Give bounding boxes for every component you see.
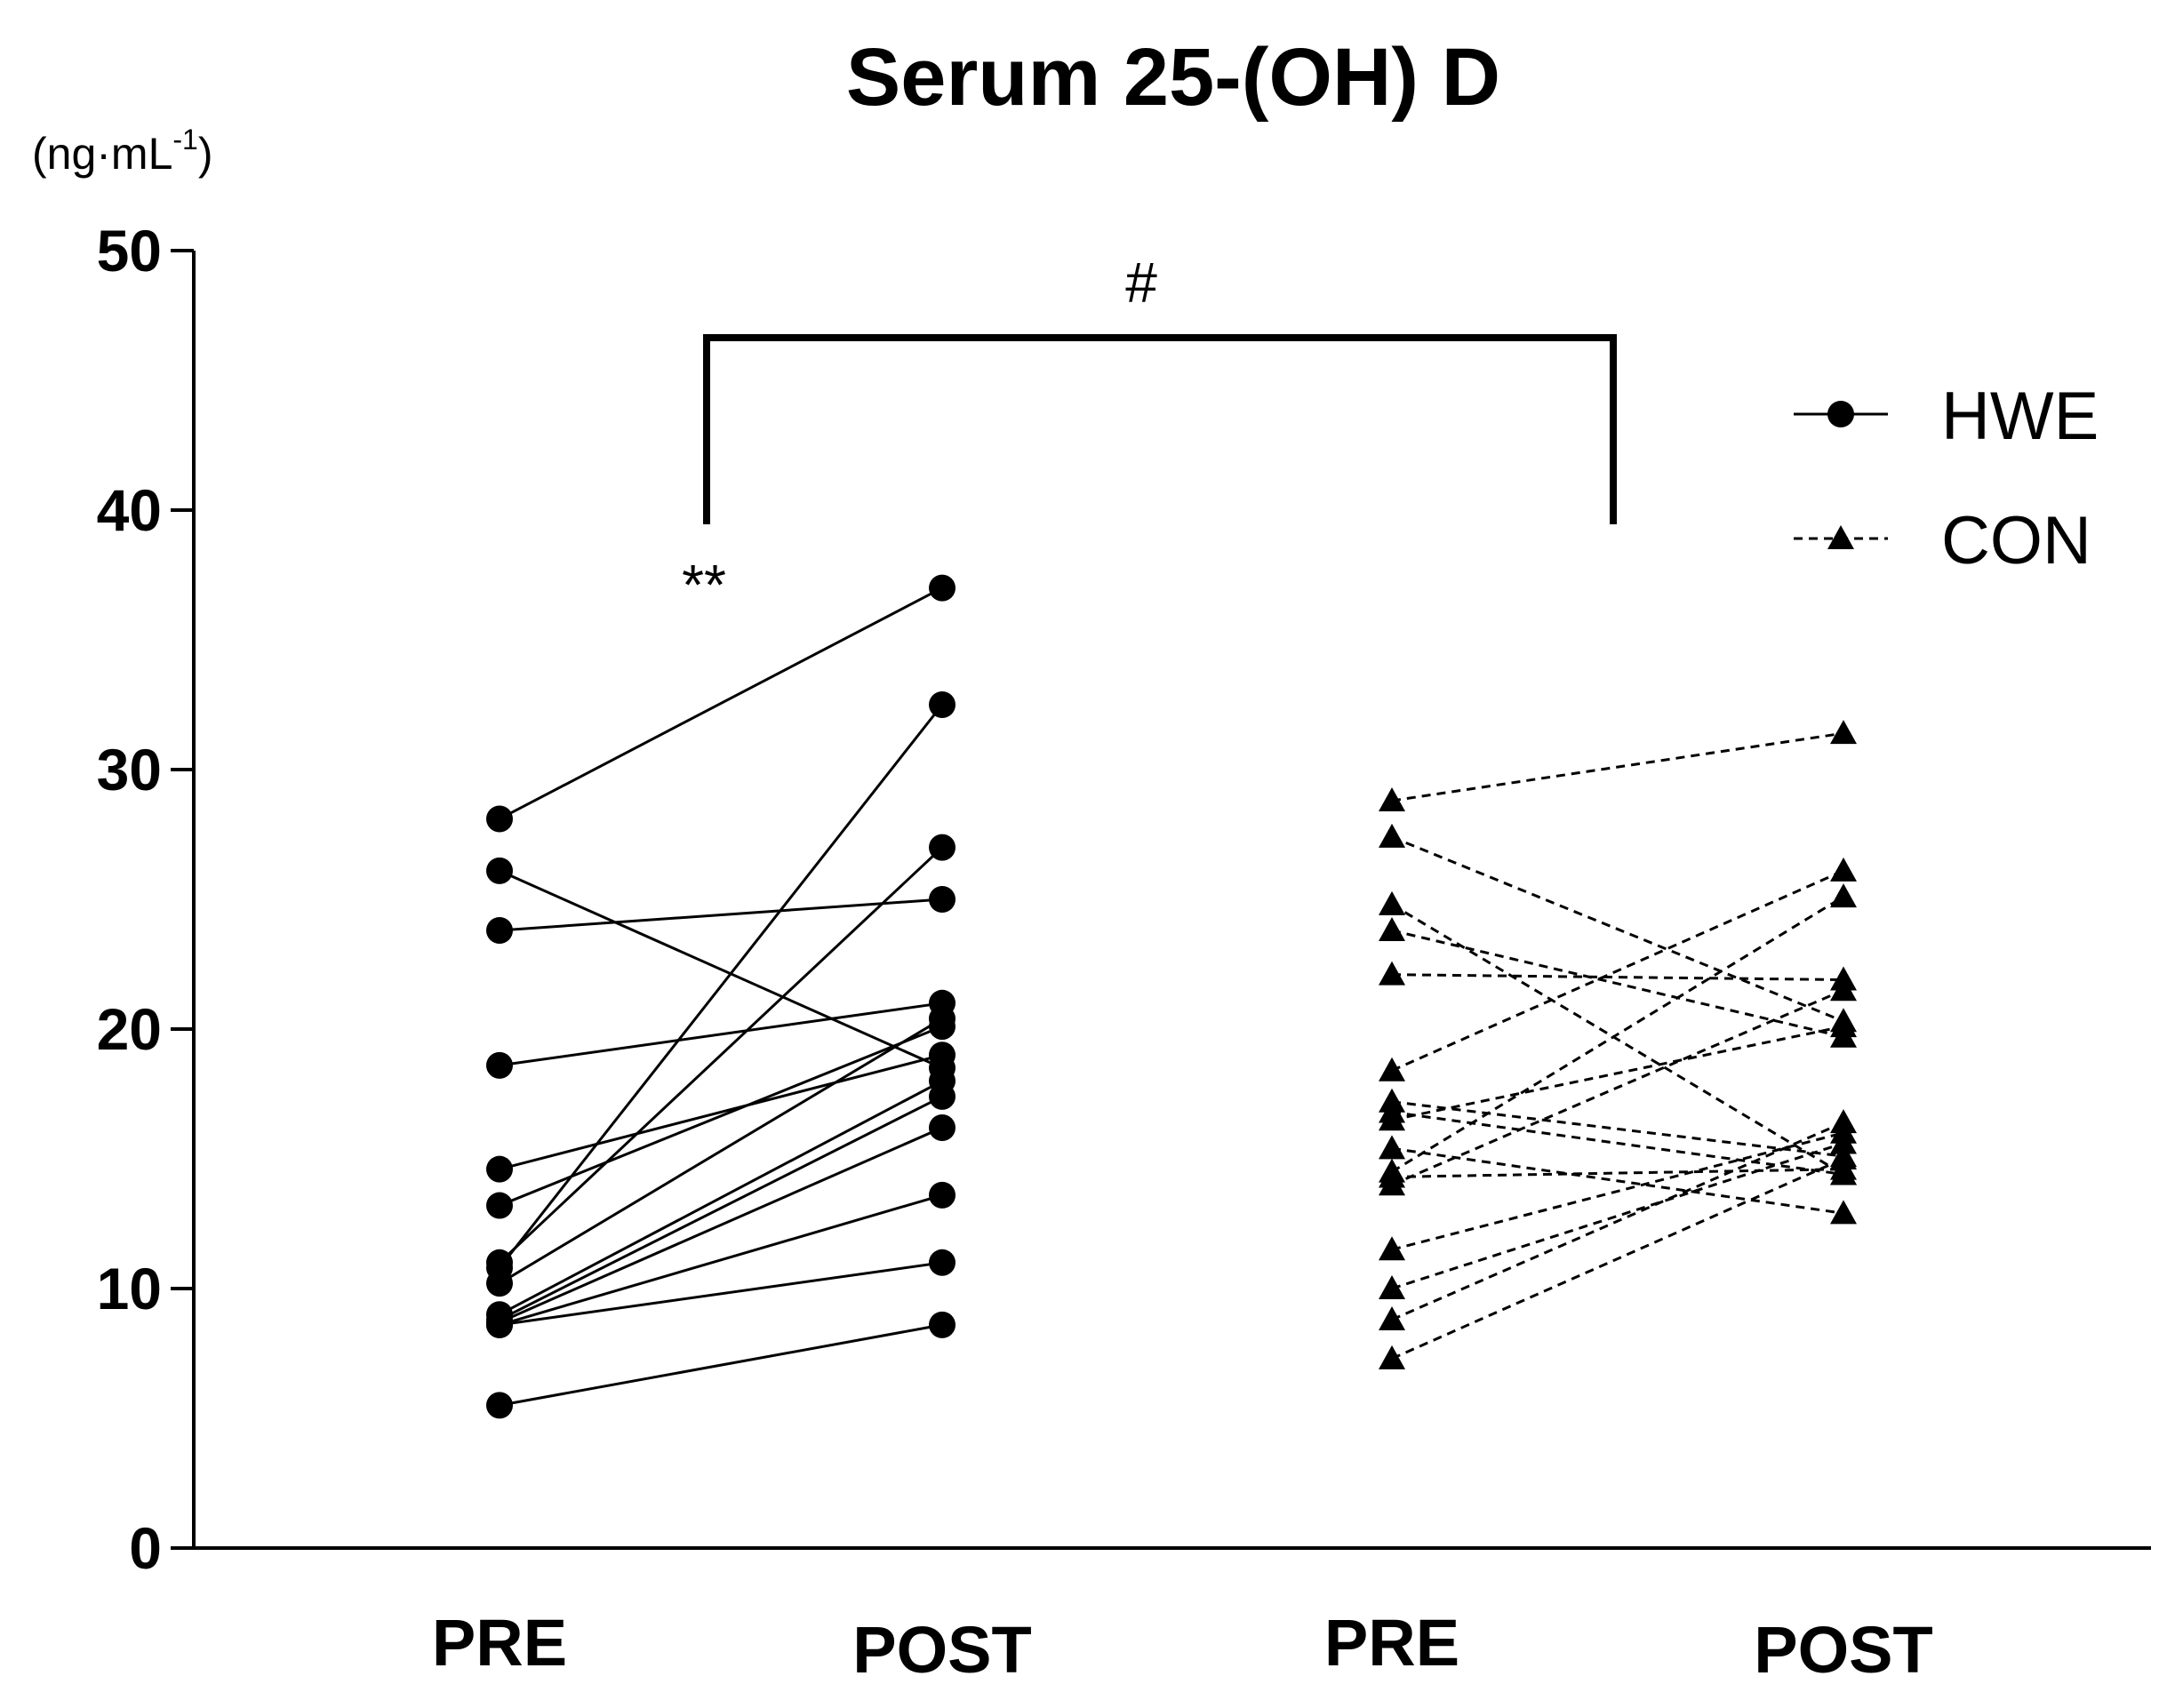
data-point-circle bbox=[486, 1311, 513, 1338]
data-point-triangle bbox=[1379, 1236, 1405, 1261]
data-point-circle bbox=[929, 1311, 956, 1338]
legend-label-con: CON bbox=[1941, 503, 2091, 579]
series-line-con bbox=[1391, 973, 1844, 982]
data-point-circle bbox=[486, 1155, 513, 1183]
data-point-triangle bbox=[1379, 1106, 1405, 1131]
data-point-circle bbox=[929, 1249, 956, 1276]
bracket-label: # bbox=[1125, 251, 1157, 315]
series-line-con bbox=[1391, 1100, 1844, 1158]
series-line-hwe bbox=[499, 869, 943, 1070]
data-point-triangle bbox=[1830, 1013, 1857, 1038]
data-point-triangle bbox=[1379, 1345, 1405, 1369]
data-point-triangle bbox=[1830, 977, 1857, 1002]
series-line-hwe bbox=[498, 846, 944, 1264]
series-line-con bbox=[1391, 1131, 1844, 1251]
chart-title: Serum 25-(OH) D bbox=[846, 32, 1500, 123]
y-tick-label: 40 bbox=[97, 477, 162, 543]
pair-significance-label: ** bbox=[682, 553, 726, 617]
data-point-triangle bbox=[1379, 1275, 1405, 1299]
y-tick-label: 50 bbox=[97, 218, 162, 283]
data-point-triangle bbox=[1379, 823, 1405, 848]
data-point-triangle bbox=[1379, 1306, 1405, 1331]
series-line-con bbox=[1391, 731, 1844, 802]
y-tick-label: 10 bbox=[97, 1256, 162, 1321]
series-line-hwe bbox=[499, 1261, 943, 1327]
legend-marker-hwe bbox=[1827, 401, 1854, 427]
series-line-con bbox=[1391, 929, 1844, 1039]
data-point-circle bbox=[486, 1270, 513, 1297]
y-tick-label: 30 bbox=[97, 737, 162, 802]
data-point-circle bbox=[486, 917, 513, 945]
data-point-triangle bbox=[1830, 1200, 1857, 1225]
x-tick-label: PRE bbox=[1324, 1606, 1459, 1680]
x-tick-label: POST bbox=[852, 1613, 1031, 1687]
series-line-con bbox=[1391, 988, 1844, 1186]
series-line-con bbox=[1391, 869, 1844, 1073]
data-point-triangle bbox=[1830, 1145, 1857, 1169]
data-point-triangle bbox=[1379, 1171, 1405, 1196]
series-line-hwe bbox=[499, 1080, 943, 1316]
series-line-hwe bbox=[499, 1126, 943, 1324]
significance-bracket bbox=[703, 334, 1617, 524]
legend-marker-con bbox=[1827, 525, 1854, 549]
x-tick-label: POST bbox=[1754, 1613, 1932, 1687]
data-point-triangle bbox=[1379, 1135, 1405, 1160]
series-line-hwe bbox=[499, 587, 943, 820]
data-point-circle bbox=[486, 1051, 513, 1079]
data-point-circle bbox=[486, 857, 513, 884]
data-point-triangle bbox=[1379, 787, 1405, 812]
series-line-con bbox=[1391, 1110, 1844, 1177]
y-axis-unit-text: (ng·mL bbox=[32, 129, 172, 179]
series-line-con bbox=[1391, 1168, 1844, 1178]
series-line-con bbox=[1391, 1025, 1844, 1121]
y-axis-unit-close: ) bbox=[198, 129, 213, 179]
series-line-hwe bbox=[499, 1018, 943, 1285]
data-point-triangle bbox=[1379, 890, 1405, 915]
series-line-con bbox=[1391, 835, 1844, 1023]
data-point-triangle bbox=[1830, 1109, 1857, 1134]
y-tick-label: 20 bbox=[97, 996, 162, 1062]
series-line-hwe bbox=[499, 1002, 943, 1067]
data-point-circle bbox=[486, 1192, 513, 1219]
data-point-circle bbox=[929, 1181, 956, 1209]
series-line-hwe bbox=[499, 1053, 943, 1171]
series-line-con bbox=[1391, 1142, 1844, 1290]
series-line-con bbox=[1391, 903, 1844, 1176]
plot-area: 0 10 20 30 40 50 PRE POST PRE POST # ** HWE CON bbox=[97, 218, 2151, 1687]
data-point-triangle bbox=[1379, 917, 1405, 942]
data-point-circle bbox=[929, 574, 956, 602]
series-line-hwe bbox=[498, 704, 944, 1269]
data-point-circle bbox=[929, 886, 956, 913]
x-tick-label: PRE bbox=[432, 1606, 567, 1680]
data-point-triangle bbox=[1830, 720, 1857, 745]
legend-label-hwe: HWE bbox=[1941, 379, 2099, 454]
y-tick-label: 0 bbox=[129, 1515, 162, 1581]
data-point-circle bbox=[929, 1113, 956, 1141]
data-point-triangle bbox=[1830, 1129, 1857, 1154]
series-line-con bbox=[1391, 1146, 1844, 1215]
data-point-triangle bbox=[1379, 1057, 1405, 1081]
series-line-hwe bbox=[499, 1193, 943, 1327]
series-line-con bbox=[1391, 1121, 1844, 1321]
data-point-circle bbox=[929, 1042, 956, 1069]
series-line-con bbox=[1391, 1157, 1844, 1361]
data-point-circle bbox=[486, 805, 513, 833]
data-point-circle bbox=[929, 1005, 956, 1033]
y-axis-unit-label: (ng·mL-1) bbox=[32, 124, 212, 179]
series-line-hwe bbox=[499, 898, 943, 932]
data-point-circle bbox=[929, 1082, 956, 1110]
data-point-triangle bbox=[1830, 857, 1857, 882]
series-line-hwe bbox=[499, 1323, 943, 1407]
data-point-circle bbox=[929, 691, 956, 718]
series-line-con bbox=[1391, 895, 1844, 1173]
data-point-circle bbox=[929, 834, 956, 861]
data-point-triangle bbox=[1379, 961, 1405, 986]
series-line-hwe bbox=[499, 1095, 943, 1321]
data-point-triangle bbox=[1830, 883, 1857, 908]
data-point-circle bbox=[486, 1392, 513, 1419]
y-axis-unit-superscript: -1 bbox=[172, 124, 197, 156]
